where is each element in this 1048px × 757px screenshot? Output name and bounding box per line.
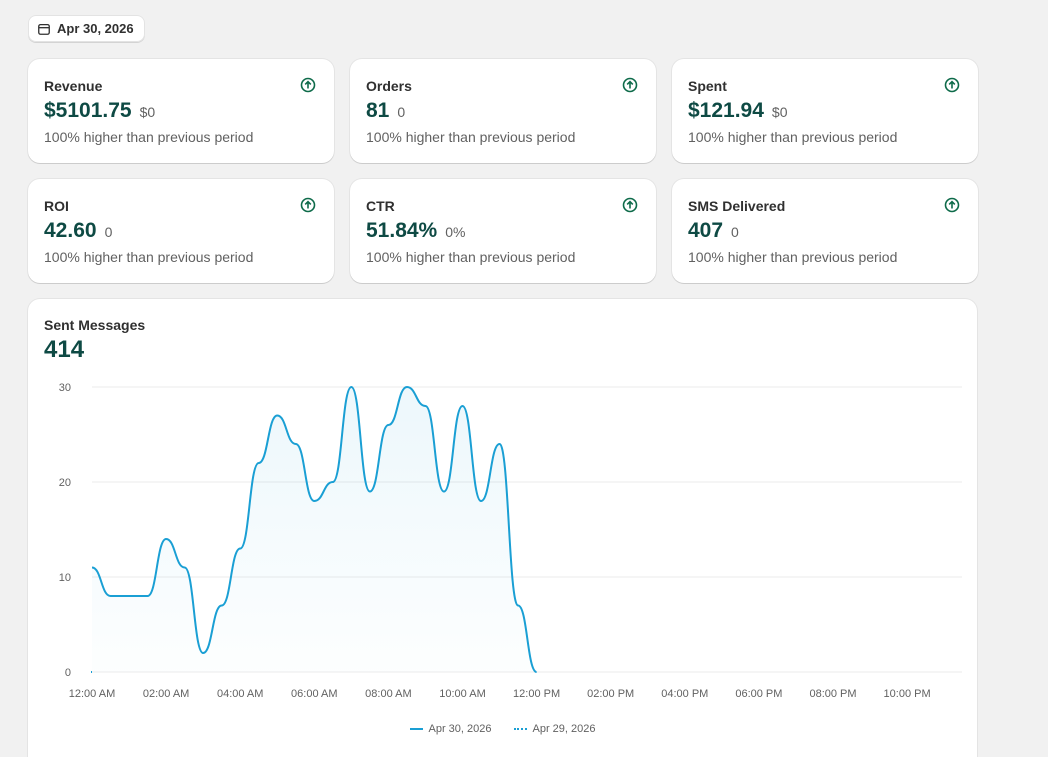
sent-messages-chart[interactable]: 0 10 20 30 12:00 AM 02:00 AM 04:00 AM 06:00 AM 0… [28,299,977,757]
date-picker-label: Apr 30, 2026 [57,21,134,36]
metric-description: 100% higher than previous period [44,129,254,145]
y-tick-label: 0 [65,667,71,679]
metric-value: 407 [688,219,724,242]
legend-swatch-dotted [513,728,527,730]
metric-card-sms-delivered: SMS Delivered 407 0 100% higher than pre… [672,179,978,283]
chart-legend: Apr 30, 2026 Apr 29, 2026 [28,723,977,735]
trend-up-icon [944,197,960,213]
metric-description: 100% higher than previous period [44,249,254,265]
x-tick-label: 12:00 PM [513,688,560,700]
metric-title: CTR [366,198,395,214]
metric-value: $121.94 [688,99,764,122]
metric-value: $5101.75 [44,99,132,122]
metric-description: 100% higher than previous period [366,129,576,145]
series-line-apr-30 [91,386,538,673]
metric-card-roi: ROI 42.60 0 100% higher than previous pe… [28,179,334,283]
legend-item-current[interactable]: Apr 30, 2026 [409,723,492,735]
x-tick-label: 10:00 PM [884,688,931,700]
chart-title: Sent Messages [44,317,146,333]
date-picker-button[interactable]: Apr 30, 2026 [28,15,145,42]
x-tick-label: 02:00 AM [143,688,189,700]
metric-value: 81 [366,99,390,122]
metric-previous-value: 0% [445,224,466,240]
y-tick-label: 20 [59,477,71,489]
metric-previous-value: $0 [771,104,788,120]
metric-previous-value: $0 [139,104,156,120]
trend-up-icon [622,77,638,93]
metric-previous-value: 0 [397,104,406,120]
calendar-icon [38,23,50,35]
metric-description: 100% higher than previous period [688,249,898,265]
sent-messages-card: 0 10 20 30 12:00 AM 02:00 AM 04:00 AM 06:00 AM 0… [28,299,977,757]
x-tick-label: 02:00 PM [587,688,634,700]
legend-swatch-solid [409,728,423,730]
legend-label: Apr 30, 2026 [428,723,492,735]
chart-total-value: 414 [44,336,85,363]
metric-card-orders: Orders 81 0 100% higher than previous pe… [350,59,656,163]
metric-description: 100% higher than previous period [366,249,576,265]
trend-up-icon [944,77,960,93]
y-tick-label: 30 [59,382,71,394]
x-tick-label: 04:00 PM [661,688,708,700]
metric-description: 100% higher than previous period [688,129,898,145]
legend-label: Apr 29, 2026 [532,723,596,735]
x-tick-label: 06:00 AM [291,688,337,700]
metric-title: Revenue [44,78,103,94]
trend-up-icon [300,77,316,93]
legend-item-previous[interactable]: Apr 29, 2026 [513,723,596,735]
y-tick-label: 10 [59,572,71,584]
metric-title: ROI [44,198,69,214]
trend-up-icon [300,197,316,213]
trend-up-icon [622,197,638,213]
x-tick-label: 12:00 AM [69,688,115,700]
metric-previous-value: 0 [731,224,739,240]
series-area-apr-30 [92,387,537,672]
metric-title: Spent [688,78,727,94]
x-tick-label: 08:00 PM [809,688,856,700]
x-tick-label: 08:00 AM [365,688,411,700]
metric-value: 51.84% [366,219,438,242]
metric-previous-value: 0 [104,224,113,240]
x-tick-label: 04:00 AM [217,688,263,700]
x-tick-label: 06:00 PM [735,688,782,700]
metric-value: 42.60 [44,219,97,242]
metric-title: SMS Delivered [688,198,786,214]
metric-card-ctr: CTR 51.84% 0% 100% higher than previous … [350,179,656,283]
metric-card-revenue: Revenue $5101.75 $0 100% higher than pre… [28,59,334,163]
metric-title: Orders [366,78,412,94]
x-tick-label: 10:00 AM [439,688,485,700]
metric-card-spent: Spent $121.94 $0 100% higher than previo… [672,59,978,163]
